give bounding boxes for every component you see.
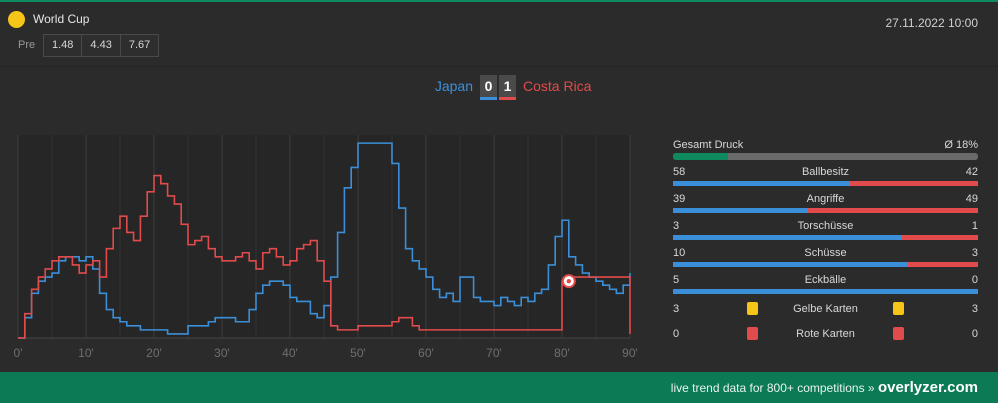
stat-row: 5 Eckbälle 0 (673, 272, 978, 299)
red-label: Rote Karten (796, 328, 855, 340)
red-card-icon (747, 327, 758, 340)
brand-logo[interactable]: overlyzer.com (877, 379, 978, 396)
stat-label: Schüsse (804, 247, 847, 259)
stat-away-value: 3 (971, 247, 978, 259)
away-pressure-line (18, 174, 631, 339)
x-tick-label: 70' (486, 346, 502, 360)
home-team-name: Japan (434, 78, 473, 94)
stat-bar-home-fill (673, 208, 809, 213)
red-home: 0 (673, 328, 680, 340)
top-accent-line (0, 0, 998, 2)
stat-row: 10 Schüsse 3 (673, 245, 978, 272)
stat-label: Eckbälle (804, 274, 847, 286)
stat-bar-home-fill (673, 262, 908, 267)
footer-tagline: live trend data for 800+ competitions » (670, 381, 875, 395)
stat-bar (673, 262, 978, 267)
stat-bar (673, 235, 978, 240)
stat-home-value: 3 (673, 220, 680, 232)
match-header: World Cup 27.11.2022 10:00 Pre 1.48 4.43… (0, 2, 998, 67)
home-pressure-line (18, 142, 631, 339)
stat-bar (673, 181, 978, 186)
competition-icon (8, 11, 25, 28)
red-card-icon (893, 327, 904, 340)
x-tick-label: 30' (214, 346, 230, 360)
yellow-card-icon (747, 302, 758, 315)
odds-draw[interactable]: 4.43 (81, 34, 121, 57)
stat-away-value: 49 (965, 193, 978, 205)
away-team-name: Costa Rica (523, 78, 592, 94)
stat-home-value: 39 (673, 193, 686, 205)
pressure-bar-fill (673, 153, 728, 160)
stat-home-value: 10 (673, 247, 686, 259)
pressure-stat: Gesamt Druck Ø 18% (673, 137, 978, 164)
yellow-home: 3 (673, 303, 680, 315)
x-tick-label: 50' (350, 346, 366, 360)
goal-ball-center (566, 278, 571, 284)
stat-bar-home-fill (673, 289, 978, 294)
red-away: 0 (971, 328, 978, 340)
stat-label: Torschüsse (797, 220, 854, 232)
stat-row: 39 Angriffe 49 (673, 191, 978, 218)
stat-bar-home-fill (673, 181, 850, 186)
yellow-away: 3 (971, 303, 978, 315)
yellow-cards-row: 3 Gelbe Karten 3 (673, 299, 978, 324)
stat-row: 58 Ballbesitz 42 (673, 164, 978, 191)
home-score: 0 (480, 75, 497, 100)
stat-home-value: 5 (673, 274, 680, 286)
stats-panel: Gesamt Druck Ø 18% 58 Ballbesitz 42 39 Angri… (673, 137, 978, 349)
x-tick-label: 40' (282, 346, 298, 360)
pressure-bar (673, 153, 978, 160)
stat-away-value: 42 (965, 166, 978, 178)
stat-home-value: 58 (673, 166, 686, 178)
pressure-value: Ø 18% (944, 139, 978, 151)
pressure-trend-chart: 0' 10' 20' 30' 40' 50' 60' 70' 80' 90' (14, 135, 638, 360)
x-tick-label: 10' (78, 346, 94, 360)
odds-home[interactable]: 1.48 (43, 34, 83, 57)
x-tick-label: 80' (554, 346, 570, 360)
red-cards-row: 0 Rote Karten 0 (673, 324, 978, 349)
footer-banner[interactable]: live trend data for 800+ competitions » … (0, 372, 998, 403)
pre-odds: 1.48 4.43 7.67 (43, 34, 160, 57)
stat-away-value: 1 (971, 220, 978, 232)
x-tick-label: 0' (14, 346, 23, 360)
competition-name[interactable]: World Cup (33, 12, 90, 26)
stat-bar (673, 208, 978, 213)
stat-bar (673, 289, 978, 294)
away-score: 1 (499, 75, 516, 100)
yellow-label: Gelbe Karten (793, 303, 858, 315)
stat-row: 3 Torschüsse 1 (673, 218, 978, 245)
odds-away[interactable]: 7.67 (119, 34, 160, 57)
scoreboard: Japan 0 1 Costa Rica (0, 67, 998, 107)
stat-bar-home-fill (673, 235, 902, 240)
yellow-card-icon (893, 302, 904, 315)
footer-text[interactable]: live trend data for 800+ competitions » … (671, 379, 978, 396)
pre-odds-label: Pre (18, 39, 36, 51)
match-datetime: 27.11.2022 10:00 (885, 16, 978, 30)
x-tick-label: 90' (622, 346, 638, 360)
stat-label: Ballbesitz (801, 166, 850, 178)
stat-label: Angriffe (806, 193, 845, 205)
x-tick-label: 20' (146, 346, 162, 360)
stat-away-value: 0 (971, 274, 978, 286)
x-tick-label: 60' (418, 346, 434, 360)
pressure-label: Gesamt Druck (673, 139, 744, 151)
